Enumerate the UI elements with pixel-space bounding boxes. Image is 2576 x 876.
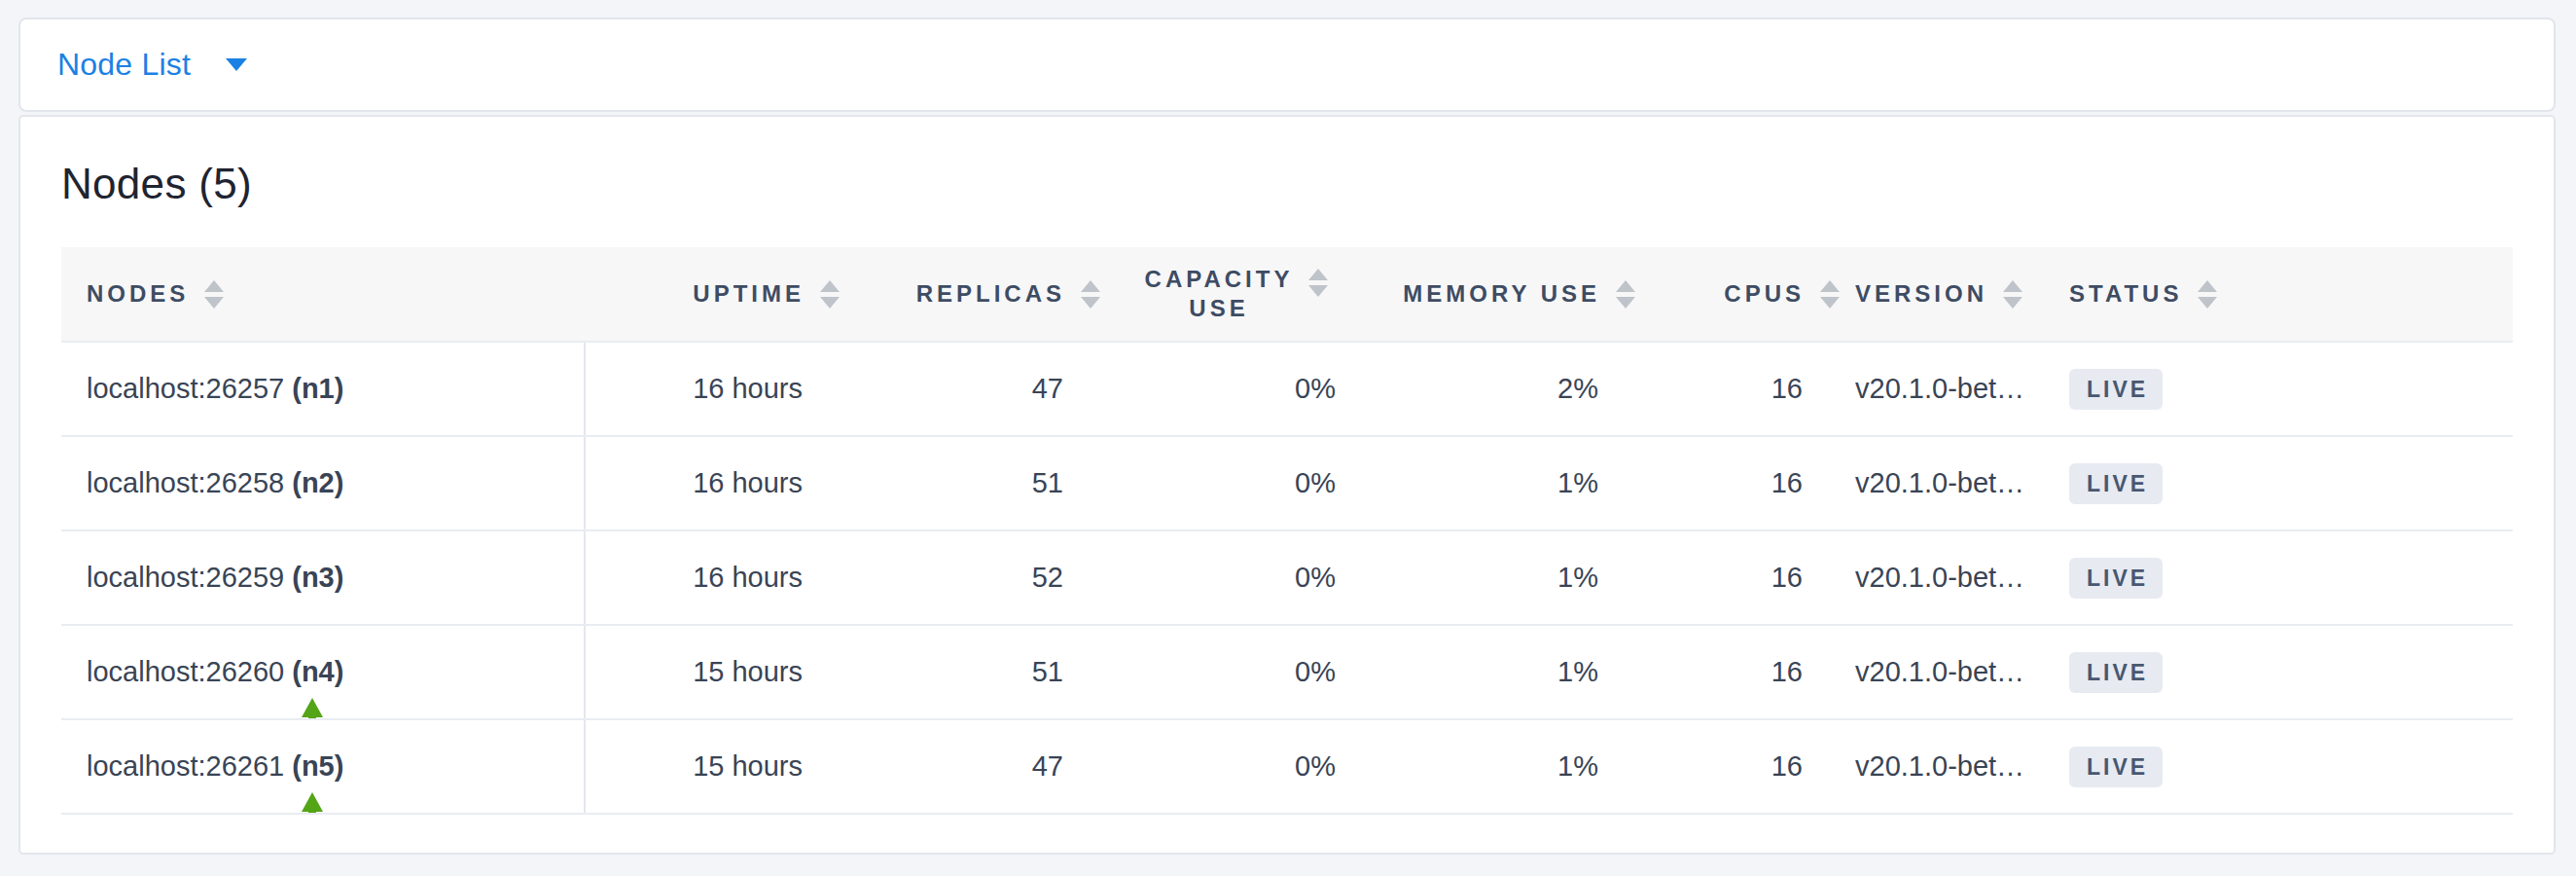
table-row: localhost:26261 (n5) 15 hours 47 0% 1% 1… xyxy=(61,719,2513,814)
column-header-status[interactable]: STATUS xyxy=(2063,247,2513,342)
sort-icon xyxy=(1820,280,1840,309)
status-badge: LIVE xyxy=(2069,369,2163,410)
node-short-name: (n3) xyxy=(292,562,343,593)
sort-icon xyxy=(1616,280,1635,309)
column-header-nodes[interactable]: NODES xyxy=(61,247,585,342)
green-up-arrow-icon xyxy=(302,698,323,719)
status-badge: LIVE xyxy=(2069,463,2163,504)
cell-replicas: 47 xyxy=(840,719,1100,814)
node-list-dropdown[interactable]: Node List xyxy=(57,47,247,83)
table-row: localhost:26258 (n2) 16 hours 51 0% 1% 1… xyxy=(61,436,2513,530)
cell-status: LIVE xyxy=(2063,719,2513,814)
node-short-name: (n1) xyxy=(292,373,343,404)
cell-memory-use: 1% xyxy=(1373,625,1635,719)
cell-uptime: 15 hours xyxy=(585,719,840,814)
node-short-name: (n5) xyxy=(292,750,343,782)
cell-cpus: 16 xyxy=(1635,719,1840,814)
sort-icon xyxy=(2003,280,2022,309)
node-list-dropdown-label: Node List xyxy=(57,47,191,83)
cell-memory-use: 1% xyxy=(1373,436,1635,530)
nodes-card: Nodes (5) NODES UPTIME xyxy=(18,115,2556,855)
sort-icon xyxy=(204,280,224,309)
cell-replicas: 51 xyxy=(840,625,1100,719)
cell-replicas: 47 xyxy=(840,342,1100,436)
caret-down-icon xyxy=(226,58,247,71)
status-badge: LIVE xyxy=(2069,558,2163,599)
column-header-memory-use[interactable]: MEMORY USE xyxy=(1373,247,1635,342)
cell-status: LIVE xyxy=(2063,436,2513,530)
page-title: Nodes (5) xyxy=(61,160,2513,208)
cell-replicas: 51 xyxy=(840,436,1100,530)
sort-icon xyxy=(820,280,840,309)
cell-capacity-use: 0% xyxy=(1100,719,1373,814)
cell-status: LIVE xyxy=(2063,530,2513,625)
cell-capacity-use: 0% xyxy=(1100,436,1373,530)
table-header-row: NODES UPTIME REPLICAS xyxy=(61,247,2513,342)
table-row: localhost:26257 (n1) 16 hours 47 0% 2% 1… xyxy=(61,342,2513,436)
status-badge: LIVE xyxy=(2069,747,2163,787)
node-short-name: (n4) xyxy=(292,656,343,687)
sort-icon xyxy=(2198,280,2217,309)
green-up-arrow-icon xyxy=(302,792,323,814)
cell-version: v20.1.0-bet… xyxy=(1840,625,2063,719)
table-row: localhost:26259 (n3) 16 hours 52 0% 1% 1… xyxy=(61,530,2513,625)
node-short-name: (n2) xyxy=(292,467,343,498)
sort-icon xyxy=(1081,280,1100,309)
column-header-cpus[interactable]: CPUS xyxy=(1635,247,1840,342)
cell-capacity-use: 0% xyxy=(1100,342,1373,436)
cell-memory-use: 1% xyxy=(1373,719,1635,814)
sort-icon xyxy=(1308,269,1328,297)
cell-uptime: 16 hours xyxy=(585,436,840,530)
node-table-body: localhost:26257 (n1) 16 hours 47 0% 2% 1… xyxy=(61,342,2513,814)
cell-uptime: 15 hours xyxy=(585,625,840,719)
cell-version: v20.1.0-bet… xyxy=(1840,530,2063,625)
cell-replicas: 52 xyxy=(840,530,1100,625)
cell-status: LIVE xyxy=(2063,342,2513,436)
cell-status: LIVE xyxy=(2063,625,2513,719)
column-header-uptime[interactable]: UPTIME xyxy=(585,247,840,342)
cell-node-address: localhost:26257 (n1) xyxy=(61,342,585,436)
view-selector-bar: Node List xyxy=(18,18,2556,112)
table-row: localhost:26260 (n4) 15 hours 51 0% 1% 1… xyxy=(61,625,2513,719)
cell-memory-use: 2% xyxy=(1373,342,1635,436)
cell-uptime: 16 hours xyxy=(585,342,840,436)
status-badge: LIVE xyxy=(2069,652,2163,693)
cell-uptime: 16 hours xyxy=(585,530,840,625)
cell-memory-use: 1% xyxy=(1373,530,1635,625)
column-header-capacity-use[interactable]: CAPACITYUSE xyxy=(1100,247,1373,342)
cell-version: v20.1.0-bet… xyxy=(1840,436,2063,530)
node-table: NODES UPTIME REPLICAS xyxy=(61,247,2513,815)
cell-node-address: localhost:26259 (n3) xyxy=(61,530,585,625)
node-list-page: Node List Nodes (5) NODES xyxy=(0,0,2576,876)
cell-node-address: localhost:26261 (n5) xyxy=(61,719,585,814)
cell-version: v20.1.0-bet… xyxy=(1840,342,2063,436)
cell-node-address: localhost:26260 (n4) xyxy=(61,625,585,719)
cell-version: v20.1.0-bet… xyxy=(1840,719,2063,814)
cell-node-address: localhost:26258 (n2) xyxy=(61,436,585,530)
cell-cpus: 16 xyxy=(1635,530,1840,625)
cell-cpus: 16 xyxy=(1635,342,1840,436)
cell-capacity-use: 0% xyxy=(1100,530,1373,625)
cell-cpus: 16 xyxy=(1635,436,1840,530)
cell-cpus: 16 xyxy=(1635,625,1840,719)
cell-capacity-use: 0% xyxy=(1100,625,1373,719)
column-header-version[interactable]: VERSION xyxy=(1840,247,2063,342)
column-header-replicas[interactable]: REPLICAS xyxy=(840,247,1100,342)
